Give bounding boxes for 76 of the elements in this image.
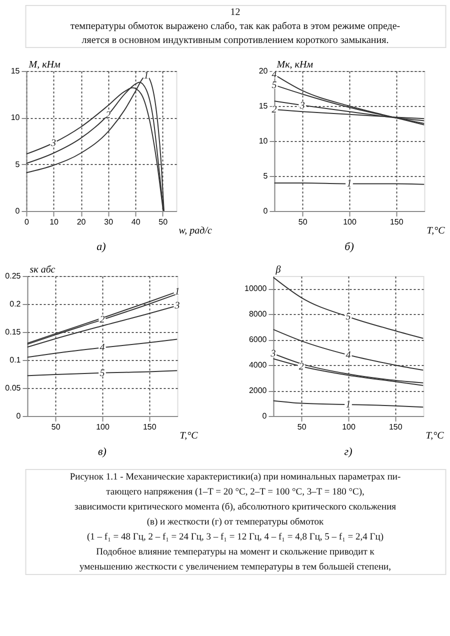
x-tick-label: 150 bbox=[388, 422, 403, 432]
y-tick-label: 0 bbox=[16, 412, 22, 420]
y-tick-label: 2000 bbox=[248, 386, 268, 396]
y-axis-title: β bbox=[274, 264, 281, 276]
y-tick-label: 4000 bbox=[248, 360, 268, 370]
annotation: 3 bbox=[50, 138, 56, 149]
annotation: 1 bbox=[346, 400, 351, 411]
x-tick-label: 100 bbox=[343, 218, 357, 226]
y-tick-label: 10000 bbox=[244, 284, 268, 294]
x-tick-label: 100 bbox=[342, 422, 356, 432]
y-tick-label: 6000 bbox=[248, 335, 268, 344]
text: б) bbox=[344, 241, 354, 253]
x-tick-label: 20 bbox=[76, 218, 86, 226]
y-axis-title: M, кНм bbox=[28, 60, 61, 70]
text: зависимости критического момента (б), абсолютного критического скольжения bbox=[74, 502, 397, 512]
y-tick-label: 15 bbox=[10, 66, 20, 76]
y-tick-label: 0.1 bbox=[10, 356, 22, 364]
annotation: 4 bbox=[272, 70, 277, 80]
x-tick-label: 100 bbox=[96, 422, 110, 432]
text: Подобное влияние температуры на момент и скольжение приводит к bbox=[96, 548, 375, 558]
x-tick-label: 0 bbox=[24, 218, 30, 226]
y-tick-label: 20 bbox=[258, 66, 268, 76]
annotation: 2 bbox=[106, 110, 111, 121]
y-axis-title: Mк, кНм bbox=[276, 60, 314, 70]
x-axis-title: T,°C bbox=[426, 226, 446, 236]
x-axis-title: w, рад/с bbox=[178, 226, 213, 236]
text: уменьшению жесткости с увеличением температуры в тем большей степени, bbox=[80, 562, 391, 572]
text: температуры обмоток выражено слабо, так как работа в этом режиме опреде- bbox=[70, 21, 400, 32]
y-tick-label: 0 bbox=[263, 206, 268, 216]
y-tick-label: 5 bbox=[263, 172, 268, 180]
annotation: 3 bbox=[174, 300, 180, 312]
x-tick-label: 50 bbox=[158, 218, 168, 226]
y-tick-label: 0 bbox=[262, 412, 268, 420]
text: (1 – f₁ = 48 Гц, 2 – f₁ = 24 Гц, 3 – f₁ = 12 Гц, 4 – f₁ = 4,8 Гц, 5 – f₁ = 2,4 Гц) bbox=[87, 532, 384, 542]
text: (в) и жесткости (г) от температуры обмоток bbox=[146, 518, 324, 528]
annotation: 3 bbox=[298, 100, 305, 112]
x-tick-label: 40 bbox=[131, 218, 141, 226]
x-axis-title: T,°C bbox=[180, 430, 198, 442]
y-tick-label: 0.2 bbox=[10, 300, 22, 308]
text: тающего напряжения (1–T = 20 °C, 2–T = 100 °C, 3–T = 180 °C), bbox=[106, 488, 364, 498]
x-tick-label: 30 bbox=[104, 218, 114, 226]
x-tick-label: 50 bbox=[51, 422, 61, 432]
text: в) bbox=[98, 446, 107, 458]
y-tick-label: 10 bbox=[258, 136, 268, 146]
annotation: 2 bbox=[272, 104, 277, 116]
text: ляется в основном индуктивным сопротивлением короткого замыкания. bbox=[82, 35, 389, 46]
annotation: 4 bbox=[100, 342, 105, 354]
text: Рисунок 1.1 - Механические характеристики(а) при номинальных параметрах пи- bbox=[70, 472, 401, 482]
annotation: 1 bbox=[144, 70, 149, 82]
x-axis-title: T,°C bbox=[426, 430, 444, 442]
y-tick-label: 0 bbox=[15, 206, 20, 216]
y-tick-label: 10 bbox=[10, 113, 20, 122]
x-tick-label: 50 bbox=[298, 218, 308, 226]
annotation: 2 bbox=[298, 361, 304, 372]
y-tick-label: 0.15 bbox=[5, 328, 22, 336]
annotation: 1 bbox=[174, 286, 180, 298]
annotation: 1 bbox=[346, 178, 352, 190]
text: а) bbox=[96, 241, 106, 253]
annotation: 2 bbox=[100, 314, 105, 326]
y-tick-label: 0.05 bbox=[5, 384, 22, 392]
text: 12 bbox=[230, 7, 240, 18]
text: г) bbox=[344, 446, 353, 458]
annotation: 5 bbox=[100, 368, 105, 379]
x-tick-label: 150 bbox=[142, 422, 157, 432]
y-tick-label: 0.25 bbox=[5, 272, 22, 280]
y-tick-label: 8000 bbox=[248, 310, 268, 319]
y-tick-label: 15 bbox=[258, 102, 268, 110]
annotation: 3 bbox=[270, 348, 276, 360]
x-tick-label: 10 bbox=[50, 218, 60, 226]
annotation: 5 bbox=[346, 312, 351, 323]
y-tick-label: 5 bbox=[15, 160, 20, 169]
annotation: 5 bbox=[272, 80, 277, 91]
x-tick-label: 50 bbox=[297, 422, 307, 432]
annotation: 4 bbox=[346, 350, 351, 361]
y-axis-title: sк абс bbox=[30, 264, 56, 276]
x-tick-label: 150 bbox=[390, 218, 404, 226]
